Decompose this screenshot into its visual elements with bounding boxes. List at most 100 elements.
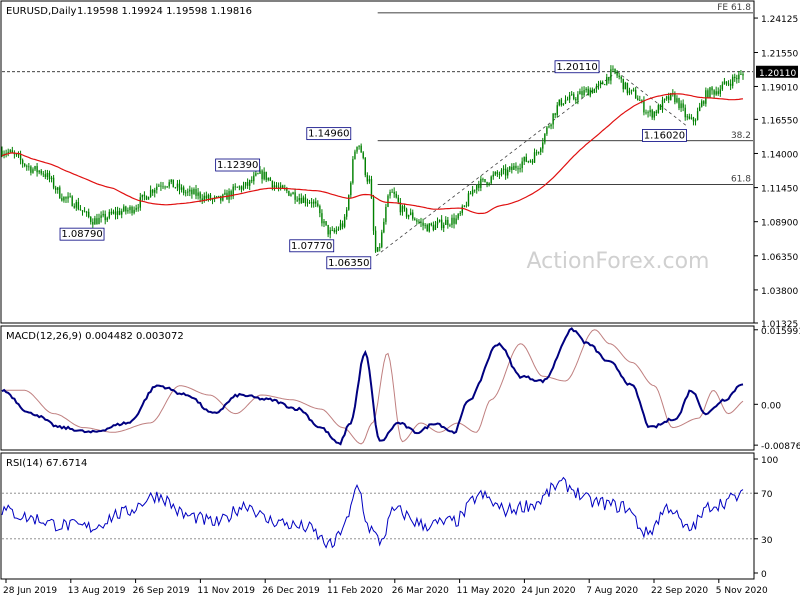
level-label-box (306, 127, 352, 141)
candle-body (57, 187, 59, 190)
level-label-box (215, 158, 261, 172)
candle-body (61, 198, 63, 201)
candle-body (566, 99, 569, 101)
candle-body (174, 187, 177, 189)
candle-body (665, 96, 668, 99)
candle-body (504, 168, 507, 176)
candle-body (581, 91, 583, 96)
candle-body (678, 98, 680, 109)
candle-body (166, 186, 168, 188)
candle-body (570, 94, 573, 96)
candle-body (548, 126, 550, 128)
level-label: 1.14960 (308, 129, 349, 140)
candle-body (447, 219, 449, 226)
candle-body (180, 187, 183, 190)
candle-body (445, 219, 447, 225)
price-panel (0, 0, 755, 324)
candle-body (525, 156, 527, 162)
candle-body (145, 196, 148, 200)
candle-body (331, 230, 333, 231)
moving-average-layer (1, 93, 744, 215)
candle-body (521, 161, 523, 169)
candle-body (601, 82, 604, 85)
level-label: 1.16020 (644, 130, 685, 141)
candle-body (498, 174, 501, 175)
candle-body (160, 185, 162, 187)
candle-body (236, 186, 239, 188)
candle-body (141, 194, 144, 198)
candle-body (736, 78, 738, 80)
rsi-axis: 100 70 30 0 (2, 456, 778, 580)
candle-body (721, 84, 724, 90)
candle-body (224, 192, 226, 195)
candle-body (17, 154, 20, 156)
time-tick-label: 28 Jun 2019 (3, 586, 57, 596)
time-tick-label: 26 Mar 2020 (392, 586, 449, 596)
candle-body (211, 198, 214, 200)
candle-body (195, 189, 197, 196)
candle-body (7, 151, 9, 154)
candle-body (26, 165, 28, 167)
moving-average-line (1, 93, 744, 215)
level-label: 1.08790 (61, 229, 102, 240)
candle-body (352, 159, 354, 183)
candle-body (663, 98, 666, 101)
candle-body (290, 194, 292, 196)
level-label-box (554, 60, 600, 74)
candle-body (554, 113, 556, 115)
candle-body (467, 193, 470, 207)
candle-body (104, 213, 106, 221)
candle-body (709, 87, 711, 98)
candle-body (387, 195, 389, 207)
candle-body (170, 179, 172, 183)
candle-body (372, 198, 375, 231)
candle-body (77, 202, 80, 210)
level-label-box (642, 129, 687, 142)
level-label-box (289, 239, 335, 253)
candle-body (279, 185, 282, 188)
candle-body (480, 178, 482, 188)
candle-body (269, 177, 272, 181)
candle-body (564, 99, 567, 104)
candle-body (294, 192, 296, 200)
price-tick-label: 1.11450 (761, 185, 798, 195)
candle-body (321, 213, 323, 224)
candle-body (585, 88, 587, 91)
candle-body (323, 221, 325, 224)
candle-body (434, 224, 437, 230)
candle-body (457, 213, 459, 219)
price-ohlc: 1.19598 1.19924 1.19598 1.19816 (77, 6, 252, 17)
candle-body (327, 224, 329, 235)
fib-level-label: 61.8 (731, 175, 751, 185)
macd-signal-line (2, 329, 744, 445)
candle-body (403, 206, 406, 209)
candle-body (616, 72, 618, 76)
candle-body (459, 212, 461, 214)
candle-body (405, 208, 408, 217)
candle-body (96, 218, 98, 225)
candle-body (715, 91, 717, 95)
candle-body (172, 179, 175, 188)
rsi-tick-label: 30 (761, 536, 773, 546)
candle-body (50, 177, 53, 180)
candle-body (655, 111, 658, 114)
candle-body (734, 76, 736, 79)
candle-body (494, 172, 497, 175)
candle-body (420, 222, 422, 223)
candle-body (527, 161, 530, 162)
candle-body (725, 81, 728, 84)
candle-body (529, 160, 532, 162)
fib-level-label: 38.2 (731, 131, 751, 141)
candle-body (418, 221, 420, 223)
candle-body (242, 185, 245, 190)
candle-body (255, 173, 257, 176)
candle-body (416, 220, 418, 222)
candle-body (310, 202, 313, 204)
candle-body (624, 82, 627, 90)
candle-body (317, 203, 319, 207)
candle-body (577, 94, 579, 101)
candle-body (651, 110, 653, 118)
candle-body (158, 185, 160, 187)
candle-body (502, 168, 505, 171)
candle-body (265, 171, 267, 180)
